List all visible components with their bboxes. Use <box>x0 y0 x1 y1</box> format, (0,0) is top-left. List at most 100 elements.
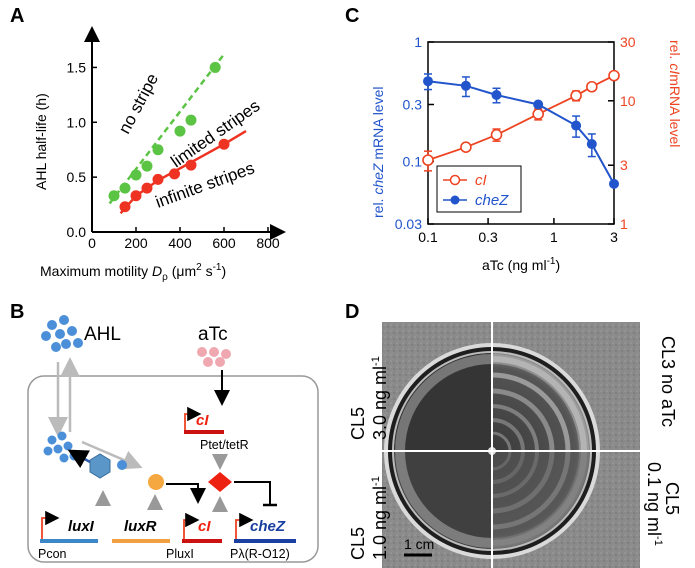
red-point <box>169 168 180 180</box>
panel-a-x-label: Maximum motility Dρ (μm2 s-1) <box>40 262 226 283</box>
luxr-gene-label: luxR <box>124 518 157 535</box>
label-br: CL50.1 ng ml-1 <box>644 462 682 546</box>
chez-point <box>491 90 502 101</box>
chez-point <box>460 80 471 91</box>
panel-letter-b: B <box>10 301 24 323</box>
panel-a-x-tick-label: 0 <box>88 235 96 251</box>
panel-c-x-tick-label: 0.3 <box>478 229 498 245</box>
ahl-to-luxr-arrow <box>81 440 143 470</box>
red-point <box>218 138 230 150</box>
top-ci-gene-bar <box>184 430 224 434</box>
panel-c-x-tick-label: 3 <box>610 229 618 245</box>
luxr-protein <box>148 474 164 490</box>
label-tl: CL5 3.0 ng ml-1 <box>348 356 390 440</box>
region-no-stripe: no stripe <box>115 70 162 136</box>
quadrant-br <box>492 451 590 549</box>
ci-repression-line <box>234 481 271 504</box>
green-point <box>152 144 164 156</box>
pcon-promoter-arrow <box>41 510 60 540</box>
legend-box <box>436 165 522 213</box>
green-point <box>141 160 153 172</box>
panel-c-left-tick-label: 1 <box>414 34 422 50</box>
ci-series-line <box>427 74 615 161</box>
panel-c-legend: cI cheZ <box>436 165 522 213</box>
panel-c-right-tick-label: 1 <box>620 216 628 232</box>
ci-protein-diamond <box>208 472 232 492</box>
top-ci-gene-label: cI <box>196 412 209 429</box>
panel-a-x-tick-label: 400 <box>168 235 192 251</box>
chez-point <box>423 76 433 87</box>
ptet-promoter-arrow <box>184 406 202 430</box>
green-point <box>108 190 120 202</box>
green-point <box>130 169 142 181</box>
red-point <box>185 159 197 171</box>
pluxi-label: PluxI <box>166 547 194 561</box>
chez-point <box>586 139 597 150</box>
chez-point <box>571 120 582 131</box>
legend-chez-label: cheZ <box>475 192 509 209</box>
panel-a-x-tick-label: 200 <box>124 235 148 251</box>
ahl-molecules-inside <box>43 431 79 463</box>
panel-c-left-tick-label: 0.3 <box>403 96 423 112</box>
chez-point <box>533 99 544 110</box>
ptet-label: Ptet/tetR <box>200 438 249 452</box>
panel-b-diagram: AHL aTc cI Ptet/tetR <box>27 315 319 563</box>
ci-point <box>532 108 544 120</box>
panel-c-x-label: aTc (ng ml-1) <box>482 256 560 273</box>
legend-ci-marker <box>449 174 461 186</box>
green-point <box>119 182 131 194</box>
luxi-gene-label: luxI <box>68 518 95 535</box>
ahl-bound-molecule <box>117 460 127 470</box>
atc-molecules <box>197 347 231 367</box>
region-infinite-stripes: infinite stripes <box>153 158 257 211</box>
label-bl: CL5 1.0 ng ml-1 <box>348 476 390 560</box>
scale-bar-label: 1 cm <box>404 536 434 552</box>
ci-point <box>490 128 503 141</box>
panel-a-x-tick-label: 800 <box>256 235 280 251</box>
panel-c-x-tick-label: 1 <box>550 229 558 245</box>
pluxi-promoter-arrow <box>183 512 200 540</box>
panel-c-x-tick-label: 0.1 <box>418 229 438 245</box>
ci-point <box>570 89 582 102</box>
panel-a-y-tick-label: 1.0 <box>67 114 87 130</box>
ahl-molecules-outside <box>41 315 83 352</box>
luxr-activation-arrow <box>166 483 206 504</box>
chez-gene-label: cheZ <box>250 518 286 535</box>
panel-c-left-label: rel. cheZ mRNA level <box>370 87 386 219</box>
panel-d-photo: 1 cm <box>382 322 640 568</box>
chez-point <box>609 178 619 189</box>
red-point <box>119 201 131 213</box>
ci-point <box>422 154 434 166</box>
panel-c-right-tick-label: 30 <box>620 34 636 50</box>
bottom-ci-gene-label: cI <box>198 518 211 535</box>
green-point <box>185 114 197 126</box>
atc-label: aTc <box>198 324 228 345</box>
panel-letter-c: C <box>345 5 359 27</box>
panel-c-frame <box>427 41 615 225</box>
legend-chez-marker <box>450 195 460 205</box>
panel-c-left-tick-label: 0.03 <box>395 216 422 232</box>
luxi-synthesis-arrow <box>67 449 91 469</box>
panel-letter-d: D <box>345 301 359 323</box>
luxi-protein-hexagon <box>89 453 111 479</box>
panel-a-y-tick-label: 0.5 <box>67 169 87 185</box>
panel-c-right-label: rel. cImRNA level <box>667 40 683 147</box>
panel-a-y-label: AHL half-life (h) <box>33 93 49 190</box>
label-tr: CL3 no aTc <box>658 336 678 427</box>
panel-letter-a: A <box>10 5 24 27</box>
red-point <box>141 182 153 194</box>
red-point <box>152 173 164 185</box>
panel-a-y-tick-label: 0.0 <box>67 224 87 240</box>
green-boundary-line <box>108 53 225 205</box>
plambda-promoter-arrow <box>235 512 254 540</box>
plambda-label: Pλ(R-O12) <box>230 547 290 561</box>
panel-a-y-tick-label: 1.5 <box>67 59 87 75</box>
red-point <box>130 190 142 202</box>
panel-c-right-tick-label: 3 <box>620 157 628 173</box>
ci-point <box>586 80 598 93</box>
bottom-ci-gene-bar <box>182 539 222 543</box>
luxr-gene-bar <box>112 539 170 543</box>
ci-point <box>460 141 472 154</box>
green-point <box>209 61 221 73</box>
